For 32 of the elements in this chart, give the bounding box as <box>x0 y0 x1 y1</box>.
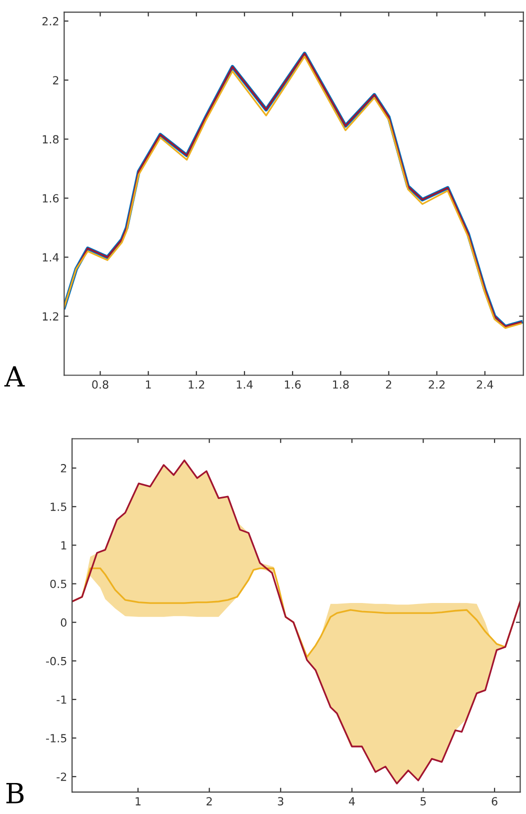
y-tick-label: 2 <box>60 464 66 472</box>
y-tick-label: 1.6 <box>42 194 59 203</box>
x-tick-label: 1.6 <box>284 380 301 389</box>
x-tick-label: 0.8 <box>92 380 108 389</box>
y-tick-label: 0 <box>60 618 66 627</box>
x-tick-label: 1.4 <box>236 380 253 389</box>
y-tick-label: -0.5 <box>46 656 66 666</box>
text: B <box>6 782 24 804</box>
x-tick-label: 1 <box>136 797 141 806</box>
x-tick-label: 3 <box>278 797 284 806</box>
x-tick-label: 2 <box>206 797 212 806</box>
y-tick-label: 2.2 <box>42 17 58 26</box>
x-tick-label: 1.2 <box>188 380 204 389</box>
y-tick-label: 1.2 <box>42 312 58 320</box>
x-tick-label: 4 <box>348 797 355 806</box>
y-tick-label: 1 <box>61 541 66 550</box>
y-tick-label: -2 <box>56 772 66 781</box>
text: A <box>4 366 25 387</box>
x-tick-label: 2 <box>386 380 392 389</box>
y-tick-label: 0.5 <box>50 580 66 588</box>
y-tick-label: -1.5 <box>46 734 66 742</box>
y-tick-label: 1.5 <box>50 502 66 512</box>
y-tick-label: -1 <box>56 696 66 704</box>
x-tick-label: 1.8 <box>333 380 349 389</box>
x-tick-label: 2.2 <box>428 380 445 389</box>
x-tick-label: 2.4 <box>476 380 494 389</box>
x-tick-label: 5 <box>420 797 426 806</box>
y-tick-label: 1.4 <box>42 253 59 262</box>
y-tick-label: 2 <box>53 76 58 84</box>
x-tick-label: 1 <box>146 380 151 389</box>
y-tick-label: 1.8 <box>42 135 59 144</box>
x-tick-label: 6 <box>492 797 498 806</box>
